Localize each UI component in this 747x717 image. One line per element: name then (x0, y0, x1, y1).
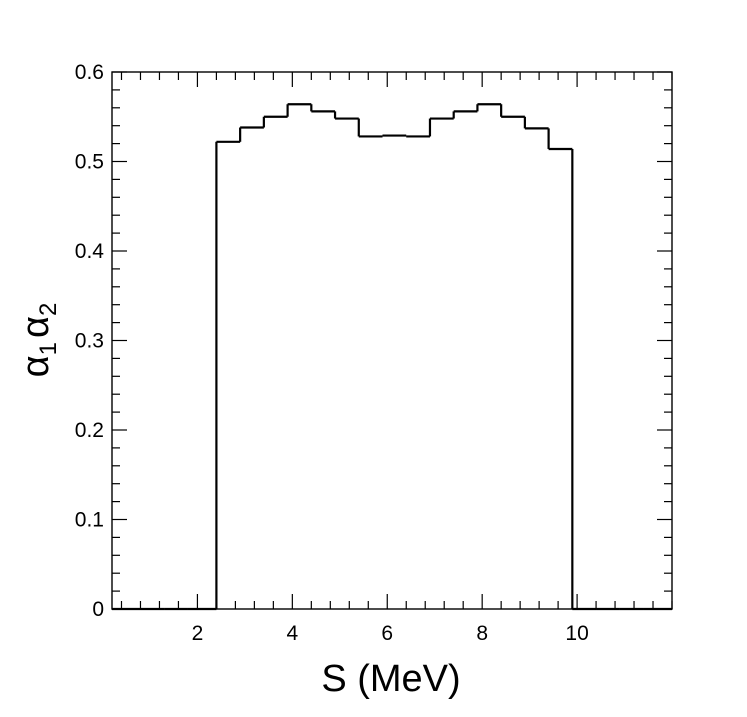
y-tick-label: 0.4 (75, 240, 105, 263)
y-tick-label: 0.3 (75, 330, 104, 353)
y-tick-label: 0.6 (75, 61, 104, 84)
y-axis-title-subscript-1: 1 (35, 342, 62, 355)
x-tick-label: 6 (381, 622, 393, 645)
y-tick-label: 0.1 (75, 509, 104, 532)
y-tick-label: 0.2 (75, 419, 104, 442)
x-tick-label: 10 (565, 622, 588, 645)
x-axis-title: S (MeV) (321, 658, 460, 700)
y-axis-title: α1α2 (15, 303, 62, 378)
y-axis-title-symbol-1: α (15, 355, 57, 377)
x-tick-label: 8 (476, 622, 488, 645)
x-tick-label: 4 (286, 622, 298, 645)
y-axis-title-group: α1α2 (15, 303, 62, 378)
y-tick-label: 0 (92, 598, 104, 621)
y-axis-title-symbol-2: α (15, 316, 57, 338)
x-tick-label: 2 (192, 622, 204, 645)
y-tick-label: 0.5 (75, 151, 104, 174)
y-axis-title-subscript-2: 2 (35, 303, 62, 316)
plot-frame (111, 71, 673, 610)
